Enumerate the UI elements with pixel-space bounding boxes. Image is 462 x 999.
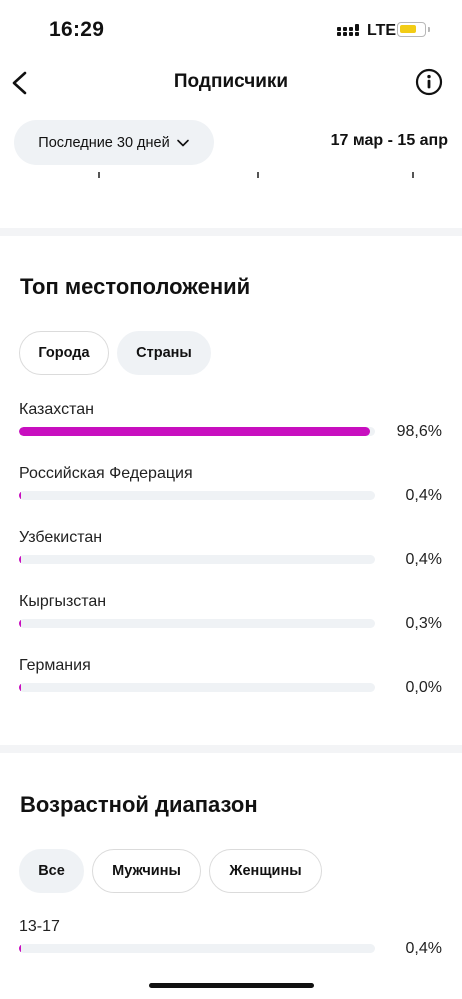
tab-countries[interactable]: Страны [117,331,211,375]
status-time: 16:29 [49,18,105,41]
location-row: Узбекистан 0,4% [0,529,462,589]
location-bar-fill [19,427,371,436]
location-percent: 0,4% [405,551,442,568]
location-percent: 98,6% [396,423,442,440]
location-row: Российская Федерация 0,4% [0,465,462,525]
chevron-left-icon[interactable] [10,68,30,98]
page-title: Подписчики [173,71,289,92]
age-percent: 0,4% [405,940,442,957]
battery-tip [428,27,430,32]
location-bar-fill [19,683,21,692]
tab-women[interactable]: Женщины [209,849,322,893]
battery-icon [397,22,426,37]
home-indicator [149,983,314,988]
location-bar-fill [19,555,21,564]
locations-title: Топ местоположений [20,274,251,299]
tab-cities[interactable]: Города [19,331,109,375]
scrolled-content-edge [0,172,462,180]
location-bar-track [19,427,375,436]
location-label: Казахстан [19,401,94,418]
location-label: Российская Федерация [19,465,193,482]
location-bar-track [19,491,375,500]
location-bar-track [19,683,375,692]
location-bar-track [19,619,375,628]
location-percent: 0,3% [405,615,442,632]
location-row: Кыргызстан 0,3% [0,593,462,653]
section-divider [0,745,462,753]
location-row: Германия 0,0% [0,657,462,717]
location-percent: 0,0% [405,679,442,696]
location-bar-fill [19,619,21,628]
age-label: 13-17 [19,918,60,935]
date-range-dropdown[interactable]: Последние 30 дней [14,120,214,165]
tab-men[interactable]: Мужчины [92,849,201,893]
status-bar: 16:29 LTE [0,0,462,60]
location-bar-track [19,555,375,564]
date-range-dropdown-label: Последние 30 дней [38,134,170,151]
location-percent: 0,4% [405,487,442,504]
location-label: Кыргызстан [19,593,107,610]
nav-bar: Подписчики [0,60,462,106]
info-icon[interactable] [415,68,443,96]
section-divider [0,228,462,236]
age-bar-fill [19,944,21,953]
location-label: Германия [19,657,91,674]
filter-row: Последние 30 дней 17 мар - 15 апр [0,120,462,166]
tab-all[interactable]: Все [19,849,84,893]
age-row: 13-17 0,4% [0,918,462,978]
location-row: Казахстан 98,6% [0,401,462,461]
date-range-text: 17 мар - 15 апр [330,132,448,149]
age-bar-track [19,944,375,953]
age-range-title: Возрастной диапазон [20,792,258,817]
location-label: Узбекистан [19,529,103,546]
cellular-signal-icon [337,24,363,39]
network-type: LTE [367,22,397,39]
location-bar-fill [19,491,21,500]
chevron-down-icon [176,139,189,146]
